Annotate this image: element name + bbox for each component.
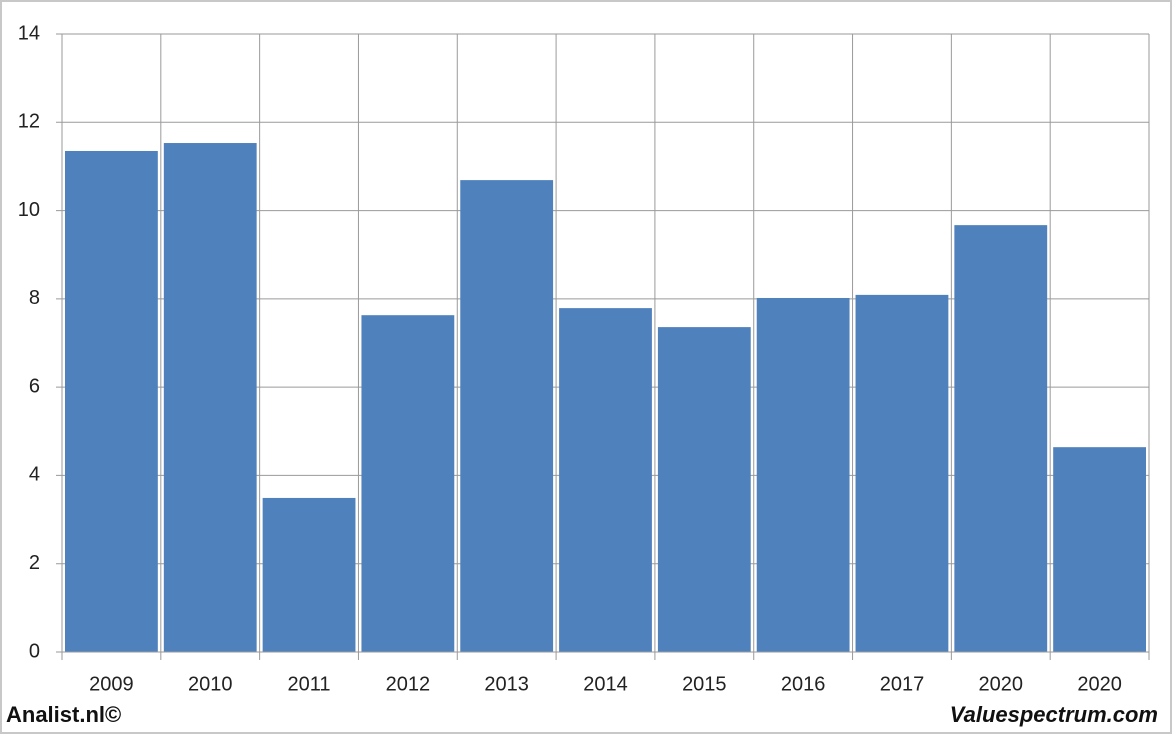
bar	[361, 315, 455, 652]
x-tick-label: 2017	[880, 673, 925, 695]
x-tick-label: 2013	[484, 673, 529, 695]
y-tick-label: 4	[29, 464, 40, 486]
y-tick-label: 0	[29, 640, 40, 662]
bar	[460, 180, 554, 652]
x-tick-label: 2015	[682, 673, 727, 695]
bar	[1053, 447, 1146, 652]
x-tick-label: 2010	[188, 673, 233, 695]
y-tick-label: 12	[18, 111, 40, 133]
x-tick-label: 2012	[386, 673, 431, 695]
x-tick-label: 2016	[781, 673, 826, 695]
bar	[657, 327, 751, 652]
x-tick-label: 2009	[89, 673, 134, 695]
x-tick-label: 2011	[288, 673, 331, 695]
bar	[65, 150, 158, 652]
source-left: Analist.nl©	[6, 702, 121, 727]
bar	[954, 225, 1048, 653]
y-tick-label: 6	[29, 375, 40, 397]
source-right: Valuespectrum.com	[950, 702, 1158, 727]
bar	[756, 297, 850, 652]
bar	[559, 308, 652, 652]
y-tick-label: 10	[18, 199, 40, 221]
y-tick-label: 14	[18, 22, 40, 44]
x-tick-label: 2020	[1077, 673, 1122, 695]
x-tick-label: 2020	[979, 673, 1024, 695]
bar	[163, 143, 257, 653]
bar	[855, 294, 949, 652]
y-tick-label: 2	[29, 552, 40, 574]
bar	[262, 497, 356, 652]
y-tick-label: 8	[29, 287, 40, 309]
x-tick-label: 2014	[583, 673, 628, 695]
